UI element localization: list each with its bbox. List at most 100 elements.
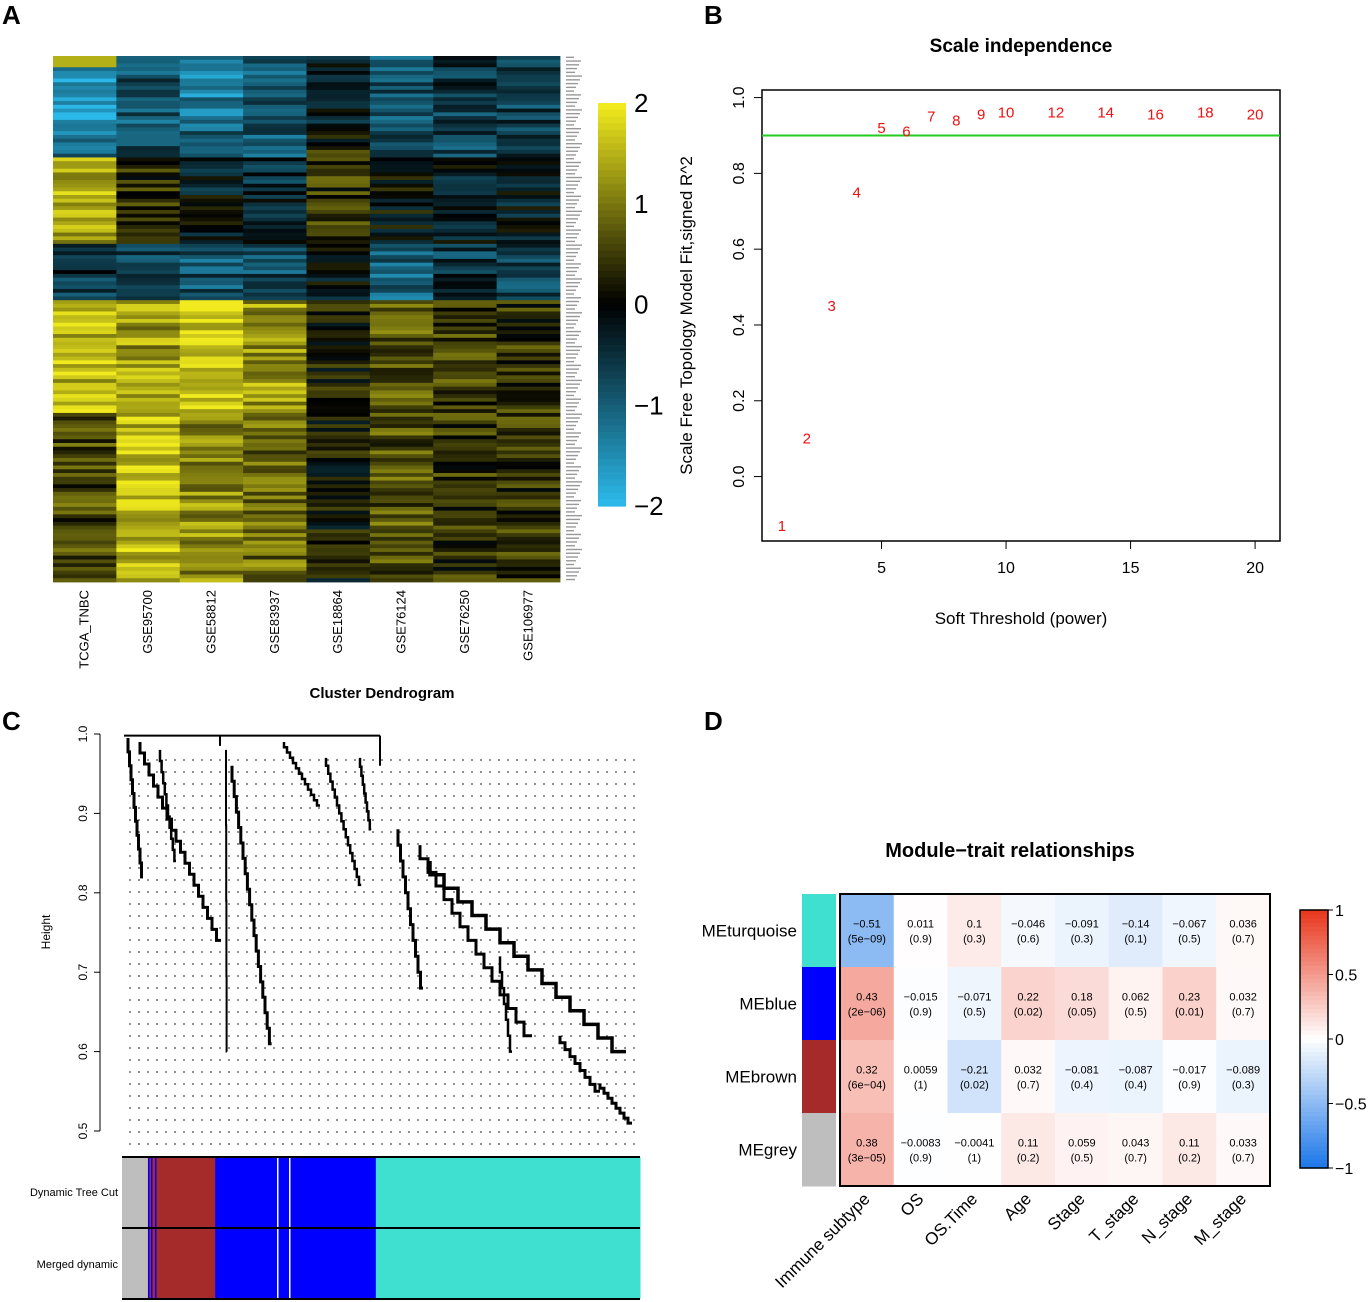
heatmap-a-cell <box>369 473 434 478</box>
dendrogram-c-dot <box>615 1095 617 1097</box>
heatmap-a-cell <box>243 514 307 519</box>
dendrogram-c-dot <box>426 759 428 761</box>
dendrogram-c-dot <box>300 951 302 953</box>
dendrogram-c-dot <box>183 951 185 953</box>
dendrogram-c-dot <box>219 1071 221 1073</box>
dendrogram-c-dot <box>201 1107 203 1109</box>
dendrogram-c-dot <box>174 1083 176 1085</box>
dendrogram-c-dot <box>525 903 527 905</box>
heatmap-a-cell <box>243 108 307 113</box>
dendrogram-c-dot <box>147 1071 149 1073</box>
heatmap-a-cell <box>116 364 181 369</box>
dendrogram-c-dot <box>156 867 158 869</box>
heatmap-a-cell <box>116 221 181 226</box>
heatmap-a-cell <box>433 371 498 376</box>
dendrogram-c-dot <box>534 999 536 1001</box>
dendrogram-c-ytick-label: 0.7 <box>76 964 90 981</box>
dendrogram-c-dot <box>399 975 401 977</box>
dendrogram-c-dot <box>543 915 545 917</box>
dendrogram-c-row-label: Dynamic Tree Cut <box>30 1187 118 1199</box>
heatmap-a-cell <box>116 236 181 241</box>
heatmap-d-key-swatch <box>1300 1103 1328 1109</box>
dendrogram-c-dot <box>372 939 374 941</box>
dendrogram-c-dot <box>273 855 275 857</box>
dendrogram-c-ytick-label: 0.6 <box>76 1043 90 1060</box>
heatmap-a-cell <box>179 458 244 463</box>
dendrogram-c-dot <box>552 879 554 881</box>
dendrogram-c-dot <box>345 795 347 797</box>
dendrogram-c-dot <box>606 975 608 977</box>
heatmap-a-cell <box>243 138 307 143</box>
heatmap-a-cell <box>369 578 434 583</box>
heatmap-a-cell <box>179 97 244 102</box>
dendrogram-c-dot <box>624 1083 626 1085</box>
dendrogram-c-dot <box>246 807 248 809</box>
heatmap-a-row-label <box>566 210 582 213</box>
heatmap-a-row-label <box>566 439 577 442</box>
heatmap-a-row-label <box>566 135 577 137</box>
heatmap-a-cell <box>243 258 307 264</box>
dendrogram-c-dot <box>165 975 167 977</box>
dendrogram-c-dot <box>408 771 410 773</box>
dendrogram-c-dot <box>615 1035 617 1037</box>
dendrogram-c-dot <box>579 1095 581 1097</box>
heatmap-a-cell <box>306 232 371 237</box>
heatmap-a-cell <box>53 521 117 527</box>
heatmap-a-cell <box>179 225 244 230</box>
dendrogram-c-dot <box>408 1047 410 1049</box>
dendrogram-c-dot <box>471 1047 473 1049</box>
heatmap-a-cell <box>369 164 434 170</box>
dendrogram-c-dot <box>372 963 374 965</box>
dendrogram-c-dot <box>507 963 509 965</box>
dendrogram-c-dot <box>282 915 284 917</box>
dendrogram-c-dot <box>255 807 257 809</box>
heatmap-a-cell <box>433 288 498 294</box>
heatmap-a-cell <box>496 458 561 463</box>
dendrogram-c-dot <box>327 1083 329 1085</box>
heatmap-a-cell <box>243 450 307 455</box>
dendrogram-c-dot <box>282 963 284 965</box>
heatmap-a-cell <box>369 412 434 418</box>
dendrogram-c-dot <box>228 1143 230 1145</box>
heatmap-a-cell <box>306 469 371 474</box>
heatmap-a-cell <box>306 503 371 508</box>
dendrogram-c-dot <box>417 891 419 893</box>
heatmap-a-cell <box>496 476 561 481</box>
dendrogram-c-dot <box>201 1035 203 1037</box>
heatmap-a-cell <box>496 521 561 527</box>
heatmap-a-cell <box>116 484 181 489</box>
dendrogram-c-dot <box>300 915 302 917</box>
heatmap-a-cell <box>243 390 307 395</box>
dendrogram-c-dot <box>237 1047 239 1049</box>
heatmap-a-cell <box>306 566 371 572</box>
dendrogram-c-dot <box>543 1011 545 1013</box>
heatmap-a-cell <box>243 164 307 170</box>
dendrogram-c-dot <box>336 1035 338 1037</box>
dendrogram-c-dot <box>570 1059 572 1061</box>
heatmap-d-cell-pvalue: (0.5) <box>1178 934 1201 946</box>
heatmap-a-cell <box>433 292 498 297</box>
heatmap-a-cell <box>243 356 307 361</box>
dendrogram-c-dot <box>282 1107 284 1109</box>
dendrogram-c-dot <box>408 807 410 809</box>
dendrogram-c-dot <box>210 855 212 857</box>
dendrogram-c-dot <box>228 891 230 893</box>
dendrogram-c-dot <box>525 1011 527 1013</box>
dendrogram-c-dot <box>183 807 185 809</box>
dendrogram-c-dot <box>525 771 527 773</box>
heatmap-a-cell <box>433 450 498 455</box>
dendrogram-c-dot <box>390 1143 392 1145</box>
dendrogram-c-dot <box>282 831 284 833</box>
heatmap-d-cell-pvalue: (0.3) <box>1232 1080 1255 1092</box>
heatmap-a-cell <box>433 296 498 301</box>
heatmap-a-cell <box>433 555 498 560</box>
dendrogram-c-dot <box>507 1071 509 1073</box>
dendrogram-c-dot <box>579 1035 581 1037</box>
heatmap-a-cell <box>243 112 307 117</box>
dendrogram-c-dot <box>255 1095 257 1097</box>
dendrogram-c-dot <box>444 1083 446 1085</box>
heatmap-a-cell <box>306 499 371 504</box>
heatmap-a-cell <box>179 518 244 523</box>
dendrogram-c-dot <box>543 807 545 809</box>
